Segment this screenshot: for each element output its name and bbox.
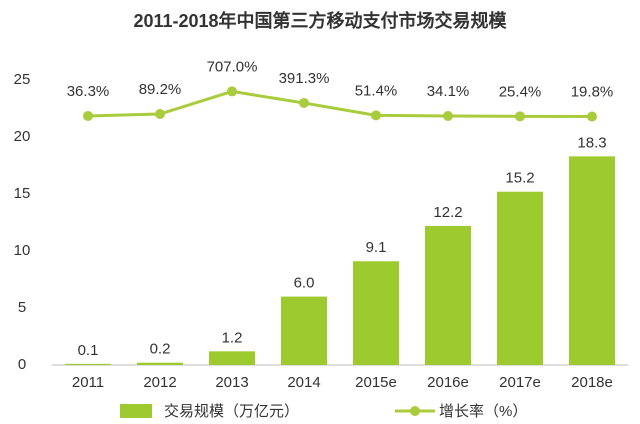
- line-value-label: 51.4%: [355, 82, 398, 99]
- bar: [65, 363, 111, 365]
- line-value-label: 34.1%: [427, 83, 470, 100]
- bar-value-label: 1.2: [222, 329, 243, 346]
- legend-swatch-marker: [410, 406, 420, 416]
- y-tick-label: 0: [18, 356, 26, 373]
- x-tick-label: 2015e: [355, 374, 397, 391]
- x-tick-label: 2014: [287, 374, 320, 391]
- line-marker: [299, 97, 309, 108]
- x-tick-label: 2017e: [499, 374, 541, 391]
- line-value-label: 19.8%: [571, 84, 614, 101]
- bar-value-label: 18.3: [577, 134, 606, 151]
- line-value-label: 25.4%: [499, 83, 542, 100]
- legend-swatch: [120, 404, 152, 418]
- x-tick-label: 2018e: [571, 374, 613, 391]
- bar-value-label: 6.0: [294, 275, 315, 292]
- bar-value-label: 15.2: [505, 170, 534, 187]
- legend-label: 增长率（%）: [439, 403, 527, 420]
- bar: [497, 191, 543, 365]
- line-marker: [227, 86, 237, 97]
- x-tick-label: 2016e: [427, 374, 469, 391]
- line-value-label: 89.2%: [139, 81, 182, 98]
- line-marker: [443, 111, 453, 122]
- bar: [209, 351, 255, 365]
- chart-title: 2011-2018年中国第三方移动支付市场交易规模: [133, 10, 507, 31]
- x-tick-label: 2011: [72, 374, 104, 391]
- line-marker: [155, 109, 165, 120]
- line-value-label: 391.3%: [279, 70, 330, 87]
- line-value-label: 707.0%: [207, 58, 258, 75]
- bar-value-label: 0.1: [78, 342, 99, 359]
- bar-value-label: 9.1: [366, 239, 387, 256]
- bar: [137, 362, 183, 365]
- line-marker: [515, 111, 525, 122]
- line-value-label: 36.3%: [67, 83, 110, 100]
- bar-value-label: 0.2: [150, 341, 171, 358]
- bar: [281, 296, 327, 365]
- bar: [569, 156, 615, 365]
- growth-line: [87, 89, 593, 119]
- x-tick-label: 2012: [143, 374, 176, 391]
- x-tick-label: 2013: [215, 374, 248, 391]
- y-tick-label: 5: [18, 299, 26, 316]
- y-tick-label: 15: [14, 185, 31, 202]
- y-tick-label: 10: [14, 242, 31, 259]
- line-marker: [371, 110, 381, 121]
- bar-value-label: 12.2: [433, 204, 462, 221]
- legend-label: 交易规模（万亿元）: [164, 402, 299, 420]
- line-marker: [83, 110, 93, 121]
- y-tick-label: 25: [14, 71, 31, 88]
- bar: [425, 225, 471, 365]
- y-tick-label: 20: [14, 128, 31, 145]
- line-marker: [587, 111, 597, 122]
- bar: [353, 261, 399, 365]
